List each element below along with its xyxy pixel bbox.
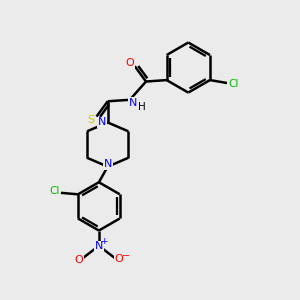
Text: O: O <box>74 255 82 265</box>
Text: Cl: Cl <box>228 80 239 89</box>
Text: N: N <box>129 98 137 108</box>
Text: −: − <box>122 251 130 261</box>
Text: O: O <box>115 254 124 264</box>
Text: N: N <box>103 159 112 169</box>
Text: +: + <box>100 237 108 246</box>
Text: Cl: Cl <box>49 186 60 197</box>
Text: N: N <box>95 242 103 251</box>
Text: S: S <box>87 115 94 124</box>
Text: N: N <box>98 118 106 128</box>
Text: H: H <box>138 102 146 112</box>
Text: O: O <box>125 58 134 68</box>
